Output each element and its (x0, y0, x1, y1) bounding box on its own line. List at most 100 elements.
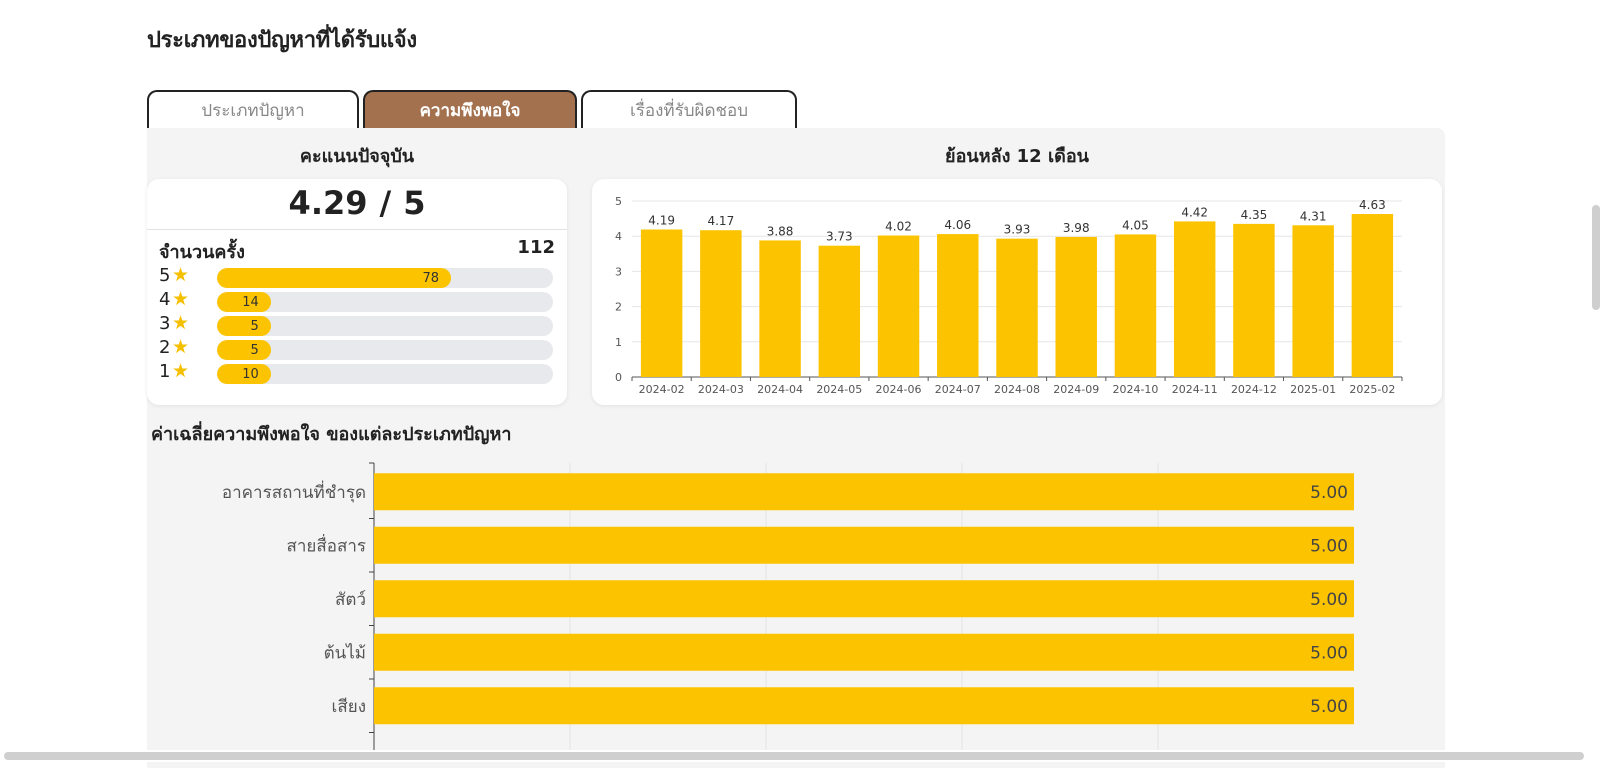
rating-stars-label: 3 (159, 313, 171, 334)
rating-bar-fill: 5 (217, 316, 271, 336)
tab-bar: ประเภทปัญหา ความพึงพอใจ เรื่องที่รับผิดช… (147, 90, 797, 128)
bar-value-label: 5.00 (1310, 536, 1348, 556)
star-icon: ★ (172, 312, 190, 334)
x-tick-label: 2025-02 (1349, 383, 1395, 396)
bar-value-label: 3.88 (767, 224, 794, 238)
bar-value-label: 4.17 (707, 214, 734, 228)
rating-count: 5 (250, 342, 259, 358)
y-tick-label: 5 (615, 195, 622, 208)
bar (1055, 236, 1097, 377)
x-tick-label: 2024-04 (757, 383, 803, 396)
score-display: 4.29 / 5 (147, 179, 567, 227)
bar-value-label: 5.00 (1310, 590, 1348, 610)
category-label: เสียง (332, 697, 366, 717)
score-max: 5 (403, 184, 426, 222)
bar (1114, 234, 1157, 377)
category-label: ต้นไม้ (324, 642, 366, 663)
rating-bar-fill: 5 (217, 340, 271, 360)
rating-count: 10 (242, 366, 259, 382)
bar (1351, 214, 1394, 377)
x-tick-label: 2024-11 (1172, 383, 1218, 396)
x-tick-label: 2024-02 (639, 383, 685, 396)
bar-value-label: 5.00 (1310, 697, 1348, 717)
bar (374, 473, 1354, 511)
vertical-scrollbar[interactable] (1592, 205, 1600, 310)
y-tick-label: 2 (615, 301, 622, 314)
rating-bar-track: 14 (217, 292, 553, 312)
page-title: ประเภทของปัญหาที่ได้รับแจ้ง (147, 28, 417, 53)
satisfaction-panel: คะแนนปัจจุบัน ย้อนหลัง 12 เดือน 4.29 / 5… (147, 128, 1445, 768)
x-tick-label: 2024-12 (1231, 383, 1277, 396)
bar-value-label: 3.73 (826, 230, 853, 244)
x-tick-label: 2024-06 (876, 383, 922, 396)
x-tick-label: 2024-07 (935, 383, 981, 396)
bar (374, 526, 1354, 564)
monthly-chart-title: ย้อนหลัง 12 เดือน (945, 146, 1089, 167)
bar-value-label: 4.63 (1359, 198, 1386, 212)
bar (374, 687, 1354, 725)
rating-stars-label: 5 (159, 265, 171, 286)
current-score-heading: คะแนนปัจจุบัน (299, 146, 415, 167)
x-tick-label: 2024-05 (816, 383, 862, 396)
x-tick-label: 2024-08 (994, 383, 1040, 396)
bar (374, 633, 1354, 671)
rating-bar-track: 5 (217, 340, 553, 360)
bar (700, 230, 742, 377)
rating-stars-label: 1 (159, 361, 171, 382)
bar (374, 580, 1354, 618)
bar-value-label: 5.00 (1310, 643, 1348, 663)
tab-responsible-issues[interactable]: เรื่องที่รับผิดชอบ (581, 90, 797, 128)
rating-row-2: 2 ★ 5 (159, 336, 559, 360)
rating-stars-label: 4 (159, 289, 171, 310)
tab-problem-type[interactable]: ประเภทปัญหา (147, 90, 359, 128)
x-tick-label: 2024-10 (1112, 383, 1158, 396)
bar (1233, 223, 1275, 377)
tab-satisfaction[interactable]: ความพึงพอใจ (363, 90, 577, 128)
star-icon: ★ (172, 336, 190, 358)
count-label: จำนวนครั้ง (159, 242, 245, 263)
category-label: สัตว์ (335, 590, 366, 610)
horizontal-scrollbar-track (0, 750, 1600, 762)
rating-bar-fill: 78 (217, 268, 451, 288)
rating-bar-track: 5 (217, 316, 553, 336)
rating-row-5: 5 ★ 78 (159, 264, 559, 288)
x-tick-label: 2024-03 (698, 383, 744, 396)
x-tick-label: 2025-01 (1290, 383, 1336, 396)
star-icon: ★ (172, 288, 190, 310)
current-score-card: 4.29 / 5 จำนวนครั้ง 112 5 ★ 78 4 ★ 14 (147, 179, 567, 405)
rating-stars-label: 2 (159, 337, 171, 358)
rating-row-1: 1 ★ 10 (159, 360, 559, 384)
rating-count: 78 (422, 270, 439, 286)
count-value: 112 (517, 237, 555, 258)
rating-bar-track: 78 (217, 268, 553, 288)
bar (996, 238, 1038, 377)
divider (147, 229, 567, 230)
star-icon: ★ (172, 264, 190, 286)
bar (877, 235, 920, 377)
score-value: 4.29 (288, 184, 368, 222)
bar-value-label: 4.19 (648, 214, 675, 228)
bar-value-label: 4.35 (1241, 208, 1268, 222)
monthly-chart-card: 0 1 2 3 4 5 4.19 2024-02 4.17 2024-03 3.88 2024-04 3… (592, 179, 1442, 405)
bar (1173, 221, 1216, 377)
horizontal-scrollbar[interactable] (4, 752, 1584, 760)
bar-value-label: 4.02 (885, 219, 912, 233)
rating-row-4: 4 ★ 14 (159, 288, 559, 312)
x-tick-label: 2024-09 (1053, 383, 1099, 396)
bar-value-label: 4.05 (1122, 218, 1149, 232)
bar-value-label: 3.93 (1004, 223, 1031, 237)
category-bar-chart: 5.00 อาคารสถานที่ชำรุด 5.00 สายสื่อสาร 5.00 ส… (222, 462, 1354, 758)
bar-value-label: 4.06 (944, 218, 971, 232)
bar-value-label: 3.98 (1063, 221, 1090, 235)
bar (1292, 225, 1334, 377)
bar (759, 240, 801, 377)
y-tick-label: 0 (615, 371, 622, 384)
rating-bar-fill: 10 (217, 364, 271, 384)
category-label: อาคารสถานที่ชำรุด (222, 480, 366, 503)
rating-count: 14 (242, 294, 259, 310)
bar (937, 234, 979, 377)
y-tick-label: 4 (615, 230, 622, 243)
bar (640, 229, 683, 377)
bar-value-label: 4.42 (1181, 205, 1208, 219)
bar-value-label: 4.31 (1300, 209, 1327, 223)
